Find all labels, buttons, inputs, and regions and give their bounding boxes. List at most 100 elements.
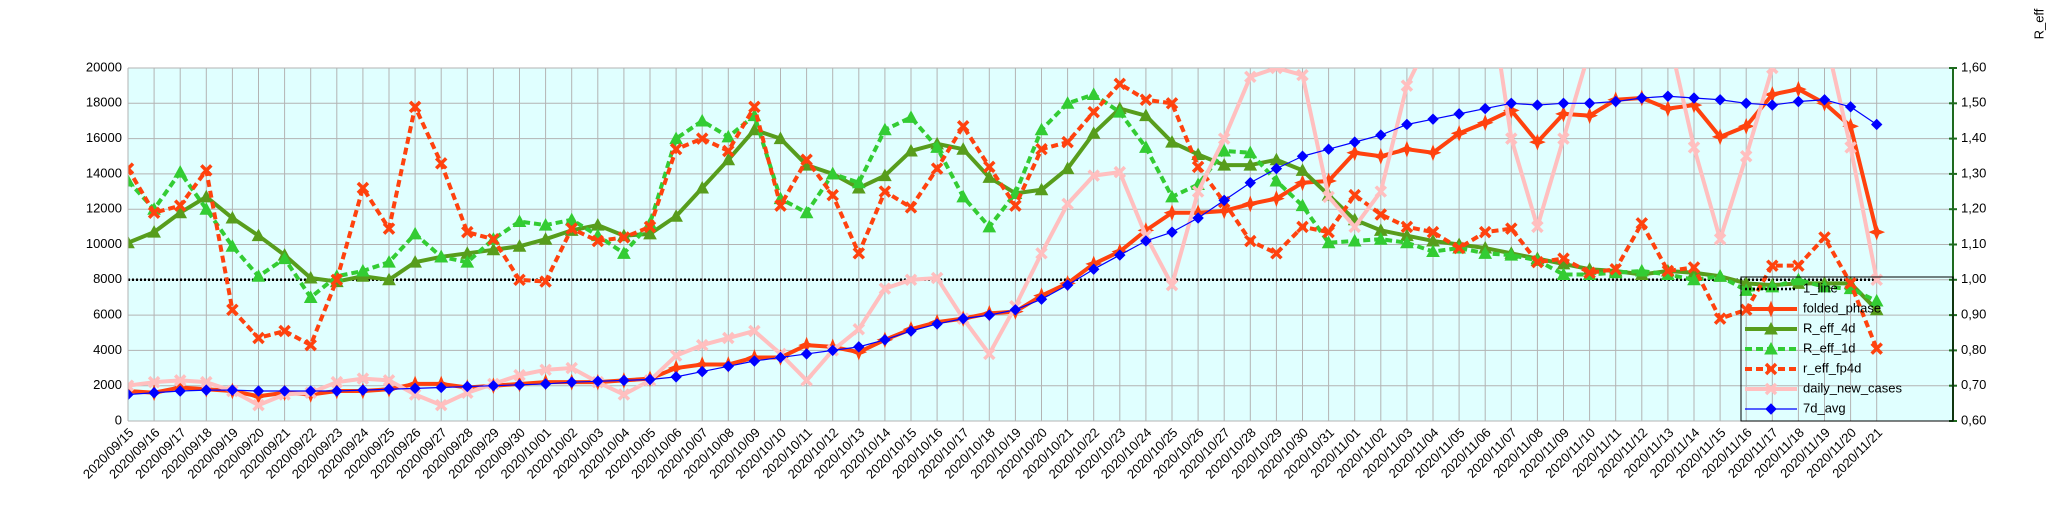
marker bbox=[434, 157, 448, 170]
marker bbox=[1322, 225, 1335, 239]
marker bbox=[1244, 177, 1257, 189]
marker bbox=[825, 166, 840, 180]
marker bbox=[173, 374, 187, 387]
marker bbox=[1766, 68, 1779, 75]
series-layer bbox=[128, 0, 1886, 412]
marker bbox=[565, 376, 578, 388]
marker bbox=[1661, 264, 1675, 278]
marker bbox=[1295, 163, 1310, 176]
marker bbox=[1713, 312, 1727, 325]
marker bbox=[356, 372, 370, 385]
marker bbox=[330, 273, 344, 287]
marker bbox=[1347, 233, 1362, 247]
marker bbox=[147, 375, 161, 389]
marker bbox=[1165, 278, 1179, 292]
marker bbox=[1009, 199, 1022, 212]
marker bbox=[878, 168, 892, 182]
marker bbox=[1609, 262, 1622, 276]
marker bbox=[1217, 143, 1232, 157]
marker bbox=[356, 181, 370, 195]
marker bbox=[1555, 105, 1572, 123]
marker bbox=[1398, 140, 1416, 158]
marker bbox=[434, 249, 449, 263]
marker bbox=[382, 222, 396, 235]
marker bbox=[748, 355, 761, 367]
marker bbox=[278, 385, 291, 397]
marker bbox=[747, 122, 762, 136]
marker bbox=[1060, 96, 1075, 109]
marker bbox=[1243, 158, 1258, 171]
marker bbox=[1714, 94, 1726, 106]
marker bbox=[1478, 246, 1493, 259]
marker bbox=[1348, 188, 1361, 202]
marker bbox=[226, 303, 239, 317]
marker bbox=[956, 189, 971, 203]
marker bbox=[1844, 277, 1857, 290]
marker bbox=[722, 144, 735, 158]
marker bbox=[1505, 97, 1518, 110]
marker bbox=[1061, 197, 1074, 211]
marker bbox=[252, 398, 265, 412]
marker bbox=[331, 385, 343, 397]
marker bbox=[1583, 266, 1596, 279]
marker bbox=[1400, 235, 1414, 249]
marker bbox=[513, 273, 526, 287]
marker bbox=[1348, 136, 1361, 148]
marker bbox=[1531, 220, 1544, 234]
marker bbox=[1113, 165, 1127, 179]
marker bbox=[1270, 247, 1283, 260]
marker bbox=[1112, 105, 1127, 118]
marker bbox=[1191, 160, 1205, 174]
marker bbox=[748, 324, 761, 338]
marker bbox=[1663, 28, 1673, 38]
marker bbox=[1479, 102, 1491, 115]
legend-label: daily_new_cases bbox=[1803, 380, 1903, 395]
marker bbox=[1452, 241, 1466, 255]
marker bbox=[1086, 126, 1101, 139]
marker bbox=[982, 170, 997, 183]
y2-tick-label: 1,00 bbox=[1961, 271, 1986, 286]
marker bbox=[1609, 95, 1622, 108]
marker bbox=[461, 380, 474, 393]
marker bbox=[1163, 204, 1181, 222]
marker bbox=[1766, 259, 1779, 272]
marker bbox=[1659, 100, 1677, 117]
legend-label: R_eff_4d bbox=[1803, 320, 1856, 335]
marker bbox=[1504, 248, 1519, 261]
marker bbox=[382, 374, 396, 387]
marker bbox=[1792, 259, 1805, 272]
marker bbox=[1557, 252, 1570, 265]
marker bbox=[1454, 0, 1464, 2]
marker bbox=[1087, 263, 1100, 275]
marker bbox=[539, 275, 552, 288]
marker bbox=[1611, 0, 1621, 2]
marker bbox=[1401, 118, 1413, 131]
legend-marker bbox=[1764, 341, 1778, 355]
marker bbox=[199, 202, 214, 215]
marker bbox=[670, 371, 682, 383]
marker bbox=[1087, 105, 1100, 119]
marker bbox=[486, 242, 501, 256]
marker bbox=[1505, 132, 1518, 145]
marker bbox=[1192, 212, 1204, 224]
marker bbox=[1636, 92, 1648, 104]
marker bbox=[1009, 304, 1022, 316]
marker bbox=[1478, 225, 1492, 239]
marker bbox=[721, 152, 736, 166]
marker bbox=[853, 341, 865, 353]
marker bbox=[1035, 247, 1048, 260]
legend-label: 1_line bbox=[1803, 280, 1838, 295]
marker bbox=[669, 142, 683, 156]
marker bbox=[1295, 198, 1310, 212]
marker bbox=[304, 385, 317, 397]
marker bbox=[1662, 90, 1674, 102]
marker bbox=[1217, 158, 1232, 171]
marker bbox=[225, 210, 240, 224]
marker bbox=[303, 290, 318, 303]
marker bbox=[904, 273, 918, 287]
marker bbox=[1820, 28, 1830, 38]
marker bbox=[695, 180, 710, 194]
marker bbox=[1244, 70, 1257, 84]
marker bbox=[878, 122, 892, 136]
